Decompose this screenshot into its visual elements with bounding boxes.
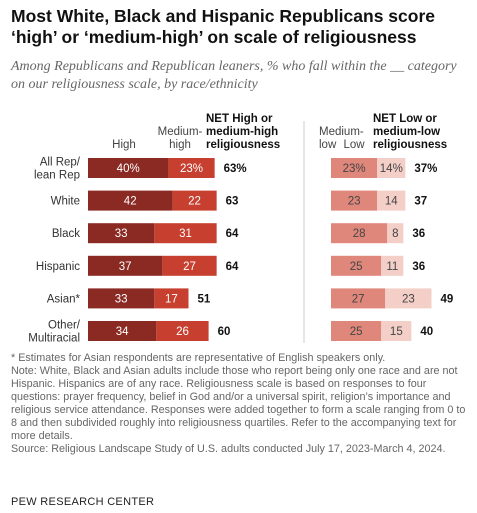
header-medium-high: Medium- <box>158 126 203 138</box>
category-label: Asian* <box>47 293 81 305</box>
header-high: High <box>112 139 136 151</box>
data-label: 33 <box>115 228 128 240</box>
chart-subtitle: Among Republicans and Republican leaners… <box>11 59 457 92</box>
bar-medium-high <box>154 288 189 309</box>
net-low-value: 36 <box>412 228 425 240</box>
category-label: Hispanic <box>36 261 80 273</box>
data-label: 25 <box>350 326 363 338</box>
chart-note: * Estimates for Asian respondents are re… <box>11 352 469 456</box>
bar-low <box>381 321 412 341</box>
data-label: 25 <box>350 261 363 273</box>
category-labels: All Rep/lean Rep White Black Hispanic Asian*… <box>28 157 81 345</box>
net-high-value: 63 <box>226 196 239 208</box>
net-low-value: 49 <box>441 293 454 305</box>
net-high-value: 63% <box>224 163 247 175</box>
data-label: 37 <box>119 261 132 273</box>
data-label: 14 <box>385 196 398 208</box>
bar-medium-high <box>168 158 215 178</box>
category-label: lean Rep <box>34 170 80 182</box>
category-label: Other/ <box>48 320 81 332</box>
data-label: 26 <box>176 326 189 338</box>
header-net-low: religiousness <box>373 139 447 151</box>
note-paragraph: * Estimates for Asian respondents are re… <box>11 352 386 364</box>
net-high-value: 51 <box>198 293 211 305</box>
bar-medium-high <box>154 223 217 244</box>
data-label: 23 <box>402 293 415 305</box>
category-label: Multiracial <box>28 333 80 345</box>
data-label: 40% <box>117 163 140 175</box>
bar-high <box>88 255 163 276</box>
data-label: 31 <box>179 228 192 240</box>
header-medium-low: Medium- <box>319 126 364 138</box>
net-low-value: 40 <box>420 326 433 338</box>
net-low-value: 37% <box>414 163 437 175</box>
note-paragraph: Note: White, Black and Asian adults incl… <box>11 365 466 442</box>
bar-high <box>88 321 157 341</box>
category-label: All Rep/ <box>40 157 81 169</box>
data-label: 22 <box>188 196 201 208</box>
bar-high <box>88 288 155 309</box>
header-medium-high: high <box>169 139 191 151</box>
data-label: 34 <box>116 326 129 338</box>
header-medium-low: low <box>319 139 337 151</box>
header-net-high: NET High or <box>206 113 273 125</box>
data-label: 33 <box>115 293 128 305</box>
data-label: 23% <box>343 163 366 175</box>
net-high-value: 60 <box>218 326 231 338</box>
category-label: White <box>51 196 80 208</box>
bar-high <box>88 190 173 211</box>
bar-low <box>377 158 406 178</box>
net-low-value: 36 <box>412 261 425 273</box>
header-net-low: NET Low or <box>373 113 437 125</box>
note-paragraph: Source: Religious Landscape Study of U.S… <box>11 443 446 455</box>
header-low: Low <box>343 139 365 151</box>
bars: 40% 23% 63% 23% 14% 37% 42 22 63 23 14 37 33 31 64 28 8 3… <box>88 158 453 341</box>
bar-high <box>88 158 169 178</box>
header-net-high: religiousness <box>206 139 280 151</box>
bar-medium-high <box>172 190 217 211</box>
header-net-high: medium-high <box>206 126 278 138</box>
bar-low <box>377 190 406 211</box>
bar-low <box>385 288 432 309</box>
bar-low <box>387 223 404 244</box>
bar-high <box>88 223 155 244</box>
data-label: 15 <box>390 326 403 338</box>
bar-medium-low <box>331 190 378 211</box>
bar-medium-high <box>156 321 209 341</box>
category-label: Black <box>52 228 80 240</box>
data-label: 23 <box>348 196 361 208</box>
data-label: 42 <box>124 196 137 208</box>
data-label: 8 <box>392 228 398 240</box>
bar-low <box>381 255 404 276</box>
net-high-value: 64 <box>226 228 239 240</box>
data-label: 27 <box>183 261 196 273</box>
bar-medium-high <box>162 255 217 276</box>
net-low-value: 37 <box>414 196 427 208</box>
header-net-low: medium-low <box>373 126 440 138</box>
source-credit: PEW RESEARCH CENTER <box>11 496 155 508</box>
data-label: 23% <box>180 163 203 175</box>
bar-medium-low <box>331 255 382 276</box>
bar-medium-low <box>331 321 382 341</box>
data-label: 28 <box>353 228 366 240</box>
data-label: 11 <box>386 261 398 273</box>
data-label: 27 <box>352 293 365 305</box>
bar-medium-low <box>331 288 386 309</box>
bar-medium-low <box>331 158 378 178</box>
bar-medium-low <box>331 223 388 244</box>
data-label: 14% <box>380 163 403 175</box>
net-high-value: 64 <box>226 261 239 273</box>
chart-title: Most White, Black and Hispanic Republica… <box>11 6 435 47</box>
data-label: 17 <box>165 293 178 305</box>
